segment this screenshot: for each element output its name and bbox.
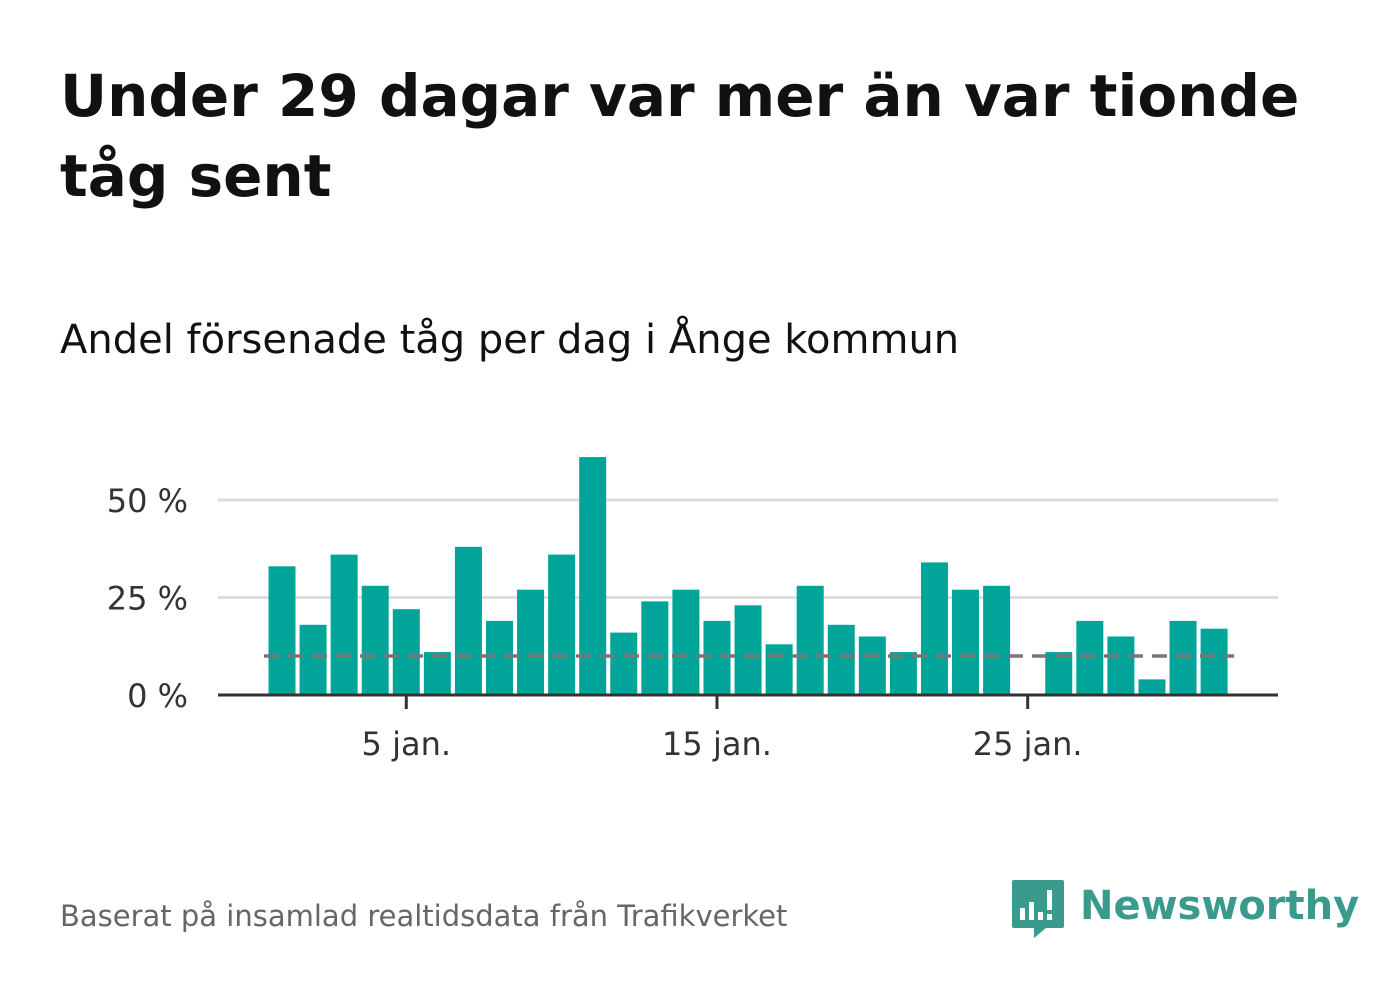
y-axis-labels: 0 % 25 % 50 % — [107, 482, 188, 715]
bar-day-12 — [610, 632, 638, 695]
bar-day-24 — [983, 585, 1011, 695]
bar-day-20 — [858, 636, 886, 695]
bar-day-2 — [299, 624, 327, 695]
bar-day-19 — [827, 624, 855, 695]
bar-day-3 — [330, 554, 358, 695]
y-tick-label-1: 25 % — [107, 580, 188, 618]
bar-day-21 — [889, 652, 917, 695]
bar-day-27 — [1076, 620, 1104, 695]
bar-day-6 — [423, 652, 451, 695]
brand-name: Newsworthy — [1080, 883, 1360, 929]
bar-day-28 — [1107, 636, 1135, 695]
bar-day-4 — [361, 585, 389, 695]
bar-day-18 — [796, 585, 824, 695]
x-tick-label-0: 5 jan. — [362, 725, 451, 763]
bar-day-31 — [1200, 628, 1228, 695]
source-note: Baserat på insamlad realtidsdata från Tr… — [60, 899, 788, 933]
bar-day-16 — [734, 605, 762, 695]
bar-day-26 — [1045, 652, 1073, 695]
y-tick-label-0: 0 % — [127, 677, 188, 715]
x-tick-label-1: 15 jan. — [662, 725, 772, 763]
bar-day-22 — [920, 562, 948, 695]
bar-day-8 — [485, 620, 513, 695]
bar-day-30 — [1169, 620, 1197, 695]
brand-logo: Newsworthy — [1010, 878, 1359, 940]
bar-day-13 — [641, 601, 669, 695]
grid-lines — [218, 498, 1278, 599]
x-tick-label-2: 25 jan. — [973, 725, 1083, 763]
x-axis-labels: 5 jan. 15 jan. 25 jan. — [362, 725, 1083, 763]
x-axis — [218, 693, 1278, 709]
bars — [268, 457, 1228, 695]
bar-day-14 — [672, 589, 700, 695]
bar-day-23 — [952, 589, 980, 695]
bar-day-9 — [517, 589, 545, 695]
bar-day-5 — [392, 609, 420, 695]
bar-day-29 — [1138, 679, 1166, 695]
chart-headline: Under 29 dagar var mer än var tionde tåg… — [60, 62, 1300, 210]
bar-day-10 — [548, 554, 576, 695]
bar-day-17 — [765, 644, 793, 695]
chart-subtitle: Andel försenade tåg per dag i Ånge kommu… — [60, 317, 960, 363]
y-tick-label-2: 50 % — [107, 482, 188, 520]
bar-day-7 — [454, 546, 482, 695]
bar-day-1 — [268, 566, 296, 695]
bar-day-11 — [579, 457, 607, 695]
bar-chart-speech-bubble-icon — [1012, 880, 1064, 938]
bar-day-15 — [703, 620, 731, 695]
